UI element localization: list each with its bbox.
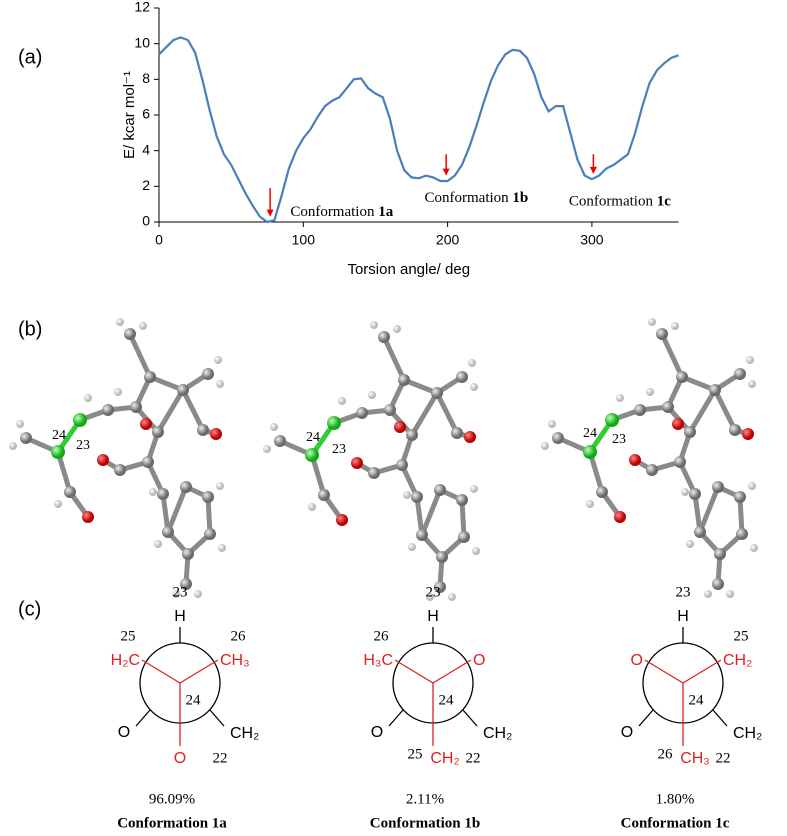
front-bottom: CH₃ <box>680 750 710 767</box>
back-right: CH₂ <box>483 725 512 742</box>
annotation-text: Conformation <box>425 190 510 206</box>
front-bond <box>179 659 219 684</box>
front-bottom-num: 26 <box>658 746 674 762</box>
energy-line <box>158 36 679 224</box>
annotation-arrowhead <box>589 166 597 174</box>
panel-label: (a) <box>18 46 42 68</box>
back-top-num: 23 <box>676 584 691 600</box>
atom-label: 24 <box>306 430 320 445</box>
back-bond <box>712 709 728 727</box>
back-top: H <box>427 608 439 625</box>
back-right-num: 22 <box>213 750 228 766</box>
back-bond <box>135 709 151 727</box>
chart-a: 0 2 4 6 8 10 12 0 100 200 300 Torsion angle/ deg E/ … <box>121 0 679 278</box>
x-tick-label: 100 <box>292 232 316 248</box>
front-left: H₂C <box>111 652 140 669</box>
caption: Conformation 1a <box>117 815 227 831</box>
back-bond <box>388 709 404 727</box>
y-tick-label: 2 <box>142 177 150 193</box>
annotation-arrowhead <box>266 209 274 217</box>
molecules: 24 23 24 23 24 23 <box>9 318 758 601</box>
atom-label: 23 <box>332 442 346 457</box>
annotation-label: 1b <box>512 190 528 206</box>
x-tick-label: 200 <box>436 232 460 248</box>
annotation-label: 1c <box>657 194 672 210</box>
center: 24 <box>439 692 455 708</box>
molecule <box>541 318 758 598</box>
annotation: Conformation 1c <box>569 194 671 210</box>
back-right-num: 22 <box>716 750 731 766</box>
percent: 96.09% <box>149 791 195 807</box>
front-bond <box>682 659 722 684</box>
panel-label: (b) <box>18 318 42 340</box>
atom-label: 23 <box>612 432 626 447</box>
front-bottom: CH₂ <box>430 750 459 767</box>
y-tick-label: 4 <box>142 141 150 157</box>
atom-label: 24 <box>52 428 66 443</box>
percent: 1.80% <box>656 791 695 807</box>
front-bond <box>141 659 181 684</box>
front-bottom: O <box>174 750 186 767</box>
back-left: O <box>118 724 130 741</box>
y-axis-title: E/ kcar mol⁻¹ <box>121 71 138 159</box>
front-left: H₃C <box>363 652 393 669</box>
front-right: CH₃ <box>220 652 250 669</box>
annotation: Conformation 1b <box>425 190 529 206</box>
back-left: O <box>621 724 633 741</box>
annotation: Conformation 1a <box>290 205 393 221</box>
back-top-num: 23 <box>426 584 441 600</box>
center: 24 <box>689 692 705 708</box>
back-bond <box>638 709 654 727</box>
molecule <box>9 318 226 598</box>
back-top-num: 23 <box>173 584 188 600</box>
back-top: H <box>174 608 186 625</box>
back-bond <box>462 709 478 727</box>
annotation-text: Conformation <box>569 194 654 210</box>
caption: Conformation 1b <box>370 815 480 831</box>
back-top: H <box>677 608 689 625</box>
atom-label: 23 <box>76 438 90 453</box>
y-tick-label: 6 <box>142 106 150 122</box>
center: 24 <box>186 692 202 708</box>
front-right-num: 26 <box>231 628 247 644</box>
caption: Conformation 1c <box>621 815 730 831</box>
y-tick-label: 12 <box>134 0 150 15</box>
front-bond <box>394 659 434 684</box>
front-left-num: 25 <box>121 628 136 644</box>
back-bond <box>209 709 225 727</box>
front-bond <box>432 659 472 684</box>
annotation-arrowhead <box>442 168 450 176</box>
percent: 2.11% <box>406 791 444 807</box>
front-right-num: 25 <box>734 628 749 644</box>
front-left-num: 26 <box>374 628 390 644</box>
atom-label: 24 <box>583 426 597 441</box>
annotation-text: Conformation <box>290 205 375 221</box>
front-bond <box>644 659 684 684</box>
y-tick-label: 10 <box>134 34 150 50</box>
front-right: O <box>473 652 485 669</box>
front-left: O <box>631 652 643 669</box>
back-right: CH₂ <box>733 725 762 742</box>
x-tick-label: 300 <box>580 232 604 248</box>
back-left: O <box>371 724 383 741</box>
front-right: CH₂ <box>723 652 752 669</box>
back-right-num: 22 <box>466 750 481 766</box>
back-right: CH₂ <box>230 725 259 742</box>
x-axis-title: Torsion angle/ deg <box>347 261 470 278</box>
y-tick-label: 8 <box>142 70 150 86</box>
front-bottom-num: 25 <box>408 746 423 762</box>
molecule <box>263 321 480 601</box>
y-tick-label: 0 <box>142 213 150 229</box>
panel-label: (c) <box>18 598 41 620</box>
x-tick-label: 0 <box>155 232 163 248</box>
annotation-label: 1a <box>378 205 394 221</box>
